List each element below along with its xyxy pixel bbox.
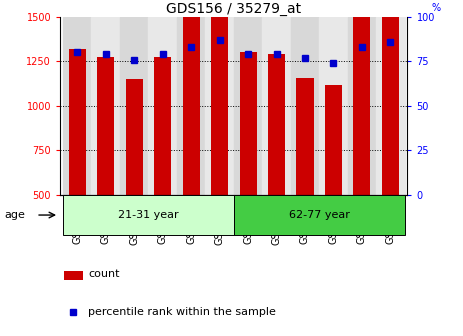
Bar bbox=[319, 17, 348, 195]
Bar bbox=[206, 17, 234, 195]
Bar bbox=[262, 17, 291, 195]
Bar bbox=[97, 57, 114, 195]
Bar bbox=[211, 0, 228, 195]
Text: %: % bbox=[432, 3, 441, 13]
Bar bbox=[182, 0, 200, 195]
Bar bbox=[234, 195, 405, 235]
Text: percentile rank within the sample: percentile rank within the sample bbox=[88, 307, 276, 318]
Title: GDS156 / 35279_at: GDS156 / 35279_at bbox=[166, 2, 301, 16]
Text: count: count bbox=[88, 269, 119, 279]
Bar bbox=[64, 270, 83, 280]
Text: 62-77 year: 62-77 year bbox=[289, 210, 350, 220]
Bar bbox=[234, 17, 262, 195]
Bar bbox=[376, 17, 405, 195]
Text: 21-31 year: 21-31 year bbox=[118, 210, 179, 220]
Bar bbox=[239, 52, 257, 195]
Bar bbox=[125, 79, 143, 195]
Bar bbox=[291, 17, 319, 195]
Bar bbox=[296, 78, 313, 195]
Bar bbox=[149, 17, 177, 195]
Bar bbox=[63, 17, 92, 195]
Bar bbox=[382, 0, 399, 195]
Bar bbox=[63, 195, 234, 235]
Bar bbox=[177, 17, 206, 195]
Bar bbox=[353, 0, 370, 195]
Text: age: age bbox=[5, 210, 25, 220]
Bar bbox=[325, 85, 342, 195]
Bar bbox=[348, 17, 376, 195]
Bar bbox=[69, 49, 86, 195]
Bar bbox=[154, 57, 171, 195]
Bar bbox=[268, 54, 285, 195]
Bar bbox=[120, 17, 149, 195]
Bar bbox=[92, 17, 120, 195]
